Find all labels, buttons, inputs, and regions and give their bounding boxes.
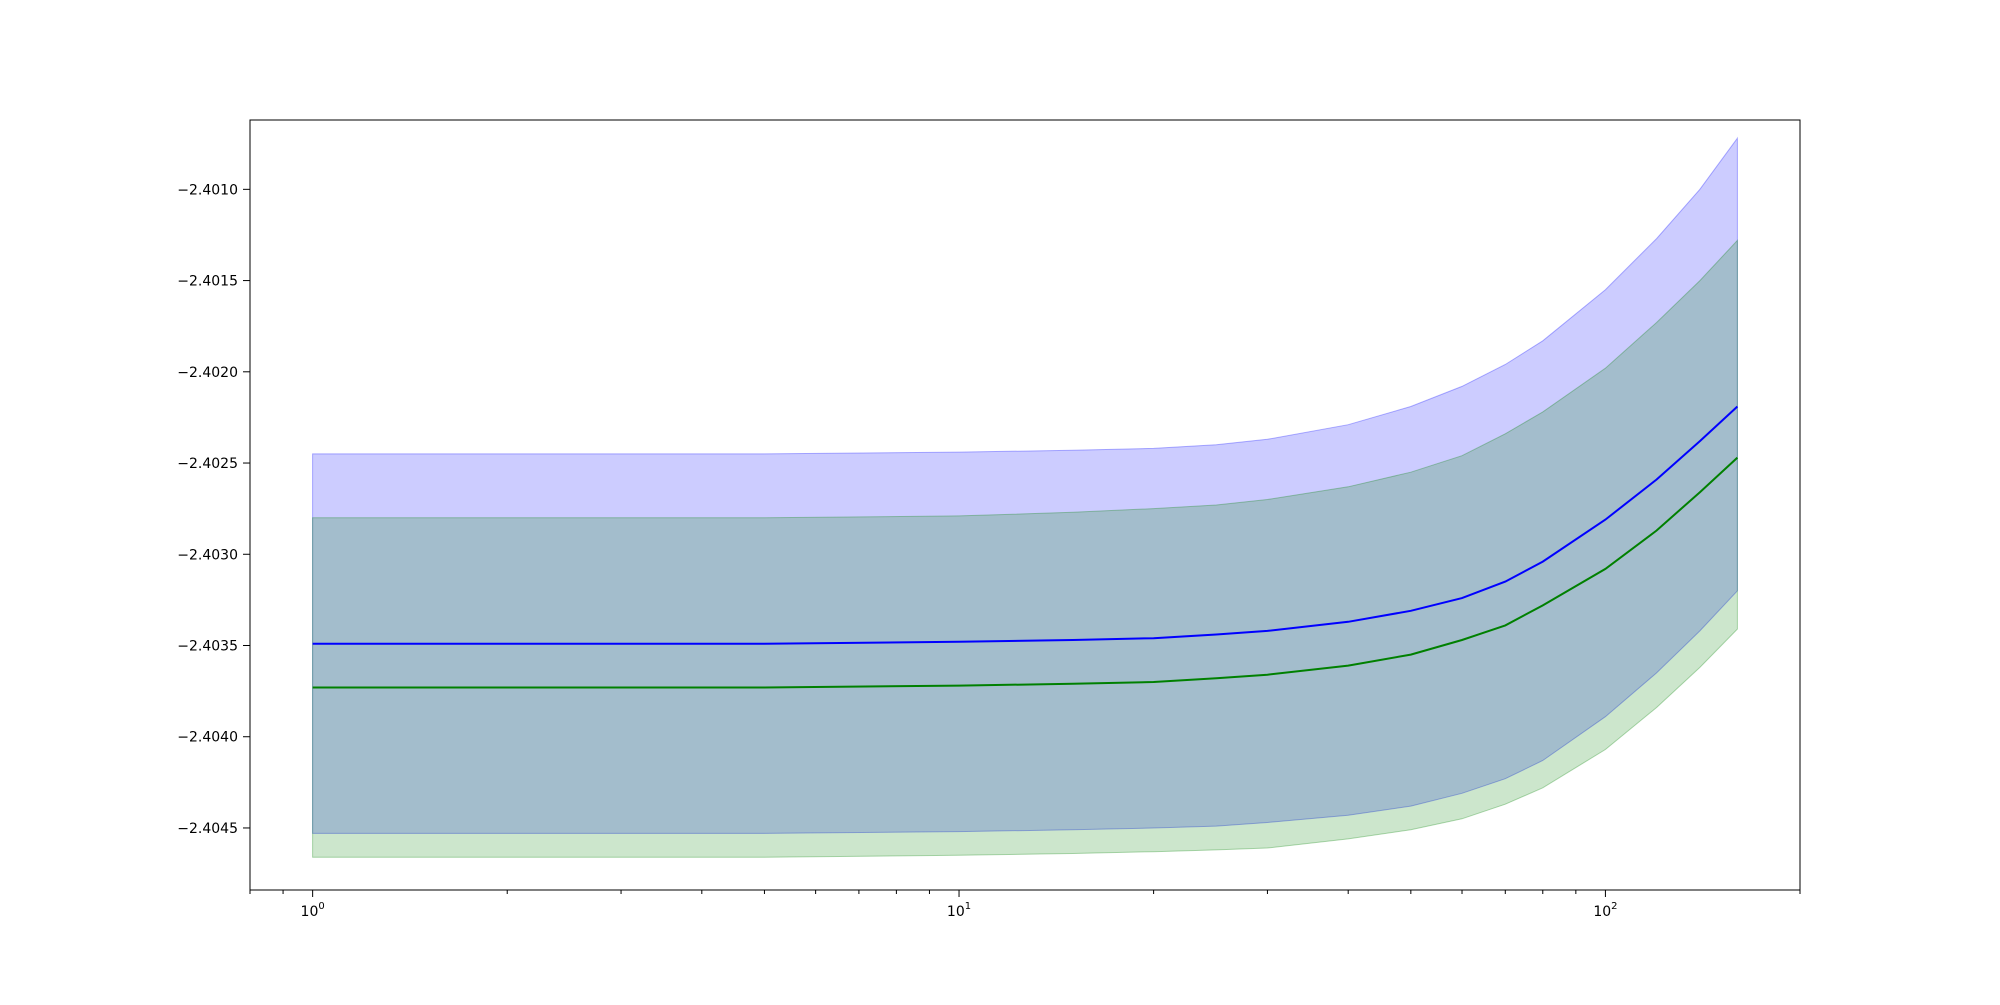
y-tick-label: −2.4040 [177,730,238,746]
x-tick-label: 102 [1593,901,1617,920]
y-tick-label: −2.4010 [177,182,238,198]
y-tick-label: −2.4030 [177,547,238,563]
y-tick-label: −2.4025 [177,456,238,472]
y-tick-label: −2.4035 [177,638,238,654]
x-axis-ticks: 100 101 102 [249,890,1801,920]
y-tick-label: −2.4015 [177,274,238,290]
y-axis-ticks: −2.4010 −2.4015 −2.4020 −2.4025 −2.4030 −2.40… [177,182,250,837]
y-tick-label: −2.4045 [177,821,238,837]
y-tick-label: −2.4020 [177,365,238,381]
x-tick-label: 100 [301,901,325,920]
series-line-1 [312,456,1739,689]
series-band-1 [312,239,1738,858]
plot-frame [249,119,1801,891]
series-line-0 [312,405,1739,645]
x-tick-label: 101 [947,901,971,920]
series-lines [312,405,1739,689]
confidence-bands [312,136,1738,858]
